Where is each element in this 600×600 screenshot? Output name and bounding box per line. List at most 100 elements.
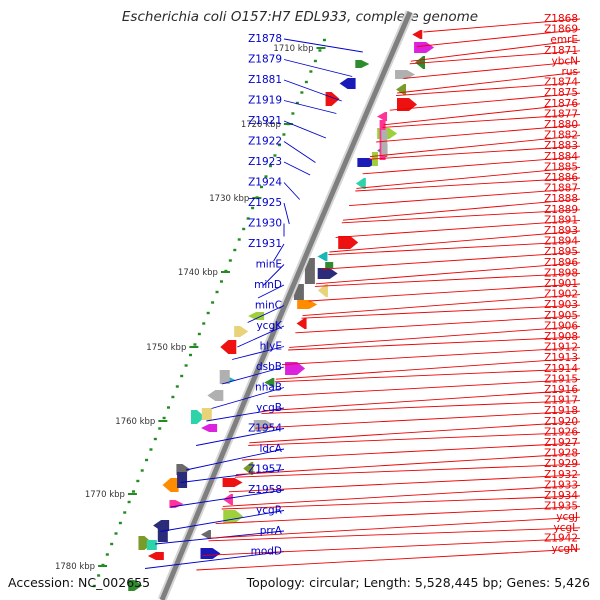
left-leader-line [283,38,363,53]
left-gene-label: Z1923 [248,156,282,168]
right-gene-label: Z1914 [544,363,578,375]
right-gene-label: Z1906 [544,320,578,332]
tick-dot [175,385,179,388]
left-gene-label: Z1921 [248,115,282,127]
backbone-line [159,11,413,600]
right-leader-line [403,60,581,79]
tick-dot [136,479,140,483]
right-gene-label: Z1942 [544,532,578,544]
gene-feature [147,552,164,560]
right-leader-line [274,368,581,383]
tick-dot [313,59,317,63]
right-leader-line [349,188,581,207]
right-gene-label: Z1928 [544,448,578,460]
backbone-layer [157,10,415,600]
gene-feature [207,390,224,401]
gene-block [201,408,212,420]
right-leader-line [308,283,581,302]
gene-block [293,284,304,300]
tick-dot [295,101,299,105]
gene-block [157,528,168,542]
genome-title: Escherichia coli O157:H7 EDL933, complet… [121,9,479,25]
gene-feature [339,78,356,89]
kbp-tick-label: 1710 kbp [273,44,313,54]
right-gene-label: Z1901 [544,278,578,290]
right-leader-line [389,92,581,111]
right-gene-label: Z1913 [544,352,578,364]
tick-dot [140,469,144,472]
left-gene-label: Z1954 [248,423,282,435]
right-leader-line [417,29,581,48]
left-leader-line [283,161,311,176]
leader-line-layer [144,18,581,571]
right-gene-label: Z1869 [544,24,578,36]
gene-feature [222,494,233,505]
left-leader-line [262,264,285,286]
gene-feature [234,326,249,337]
feature-layer [128,30,435,591]
gene-feature [355,178,366,189]
right-gene-label: Z1882 [544,130,578,142]
tick-dot [246,217,250,220]
right-leader-line [215,506,581,525]
right-gene-label: Z1868 [544,13,578,25]
right-leader-line [369,135,581,158]
right-leader-line [376,124,581,143]
left-leader-line [237,325,285,348]
left-gene-label: dsbB [256,361,282,373]
right-leader-line [410,39,581,62]
right-gene-label: Z1875 [544,87,578,99]
gene-feature [162,478,179,492]
right-gene-label: Z1905 [544,310,578,322]
right-gene-label: Z1894 [544,236,578,248]
left-gene-label: prrA [260,525,283,537]
right-gene-label: Z1886 [544,172,578,184]
left-leader-line [221,366,285,385]
right-leader-line [315,262,581,285]
right-gene-label: Z1902 [544,289,578,301]
right-gene-label: Z1893 [544,225,578,237]
tick-dot [215,290,219,294]
gene-block [304,258,315,284]
tick-dot [97,574,101,577]
gene-block [381,130,388,156]
right-leader-line [397,71,581,94]
gene-feature [201,424,218,432]
right-gene-label: Z1885 [544,161,578,173]
left-gene-label: Z1931 [248,238,282,250]
left-gene-label: Z1879 [248,54,282,66]
gene-feature [285,362,306,375]
tick-dot [180,374,184,378]
tick-dot [282,133,286,136]
left-gene-label: Z1924 [248,177,282,189]
right-leader-line [249,421,581,444]
tick-layer: 1710 kbp 1720 kbp 1730 kbp 1740 kbp 1750 kbp… [55,38,326,588]
tick-dot [260,185,264,189]
right-leader-line [314,272,581,287]
gene-feature [415,56,426,69]
left-gene-label: nhaB [255,382,282,394]
left-gene-label: ycgR [256,505,282,517]
tick-dot [189,353,193,357]
right-gene-label: ybcN [551,55,578,67]
gene-feature [169,500,184,508]
right-gene-label: emrE [550,34,578,46]
left-leader-line [160,510,285,532]
right-leader-line [209,516,581,539]
left-leader-line [196,428,285,446]
gene-feature [248,312,265,320]
kbp-tick-label: 1730 kbp [209,194,249,204]
right-leader-line [328,241,581,256]
left-gene-label: Z1922 [248,136,282,148]
gene-feature [138,536,153,550]
left-gene-label: Z1919 [248,95,282,107]
right-leader-line [382,113,581,128]
left-gene-label: Z1930 [248,218,282,230]
gene-feature [317,252,328,261]
left-leader-line [180,469,285,483]
left-gene-label: Z1958 [248,484,282,496]
right-leader-line [196,548,581,571]
right-gene-label: Z1918 [544,405,578,417]
right-leader-line [341,209,581,224]
